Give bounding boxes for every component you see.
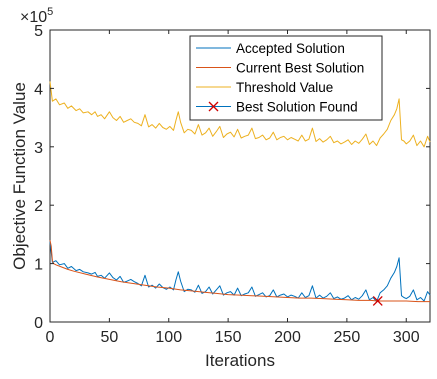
legend-items: Accepted Solution Current Best Solution Th… <box>196 41 364 115</box>
y-axis-exponent: ×105 <box>20 6 53 26</box>
x-tick-label: 150 <box>215 329 242 346</box>
x-tick-label: 50 <box>100 329 118 346</box>
x-tick-label: 300 <box>393 329 420 346</box>
legend-item: Current Best Solution <box>196 61 364 76</box>
legend-item: Threshold Value <box>196 80 333 95</box>
y-axis-label: Objective Function Value <box>10 82 29 270</box>
legend-item: Best Solution Found <box>196 100 358 115</box>
y-tick-label: 1 <box>34 257 43 274</box>
best-solution-marker <box>372 296 383 306</box>
exponent-power: 5 <box>47 6 53 18</box>
legend-label: Accepted Solution <box>236 41 345 56</box>
x-tick-label: 100 <box>155 329 182 346</box>
y-tick-label: 3 <box>34 140 43 157</box>
y-tick-label: 2 <box>34 198 43 215</box>
x-axis-label: Iterations <box>205 351 275 370</box>
legend-label: Threshold Value <box>236 80 333 95</box>
series-line-current-best-solution <box>49 240 430 303</box>
legend-label: Best Solution Found <box>236 100 358 115</box>
x-axis-ticks: 0 50 100 150 200 250 300 <box>46 30 420 346</box>
y-axis-ticks: 0 1 2 3 4 5 <box>34 23 430 332</box>
x-tick-label: 200 <box>274 329 301 346</box>
axes-box <box>49 29 431 323</box>
exponent-base: ×10 <box>20 9 47 26</box>
y-tick-label: 0 <box>34 315 43 332</box>
x-tick-label: 0 <box>46 329 55 346</box>
series-line-threshold-value <box>49 81 431 148</box>
plot-area <box>49 29 431 323</box>
legend-label: Current Best Solution <box>236 61 364 76</box>
y-tick-label: 4 <box>34 81 43 98</box>
series-layer <box>49 81 431 306</box>
legend-marker <box>208 101 219 112</box>
legend-item: Accepted Solution <box>196 41 345 56</box>
series-line-accepted-solution <box>49 241 431 303</box>
x-tick-label: 250 <box>334 329 361 346</box>
y-tick-label: 5 <box>34 23 43 40</box>
legend: Accepted Solution Current Best Solution Th… <box>189 35 383 121</box>
